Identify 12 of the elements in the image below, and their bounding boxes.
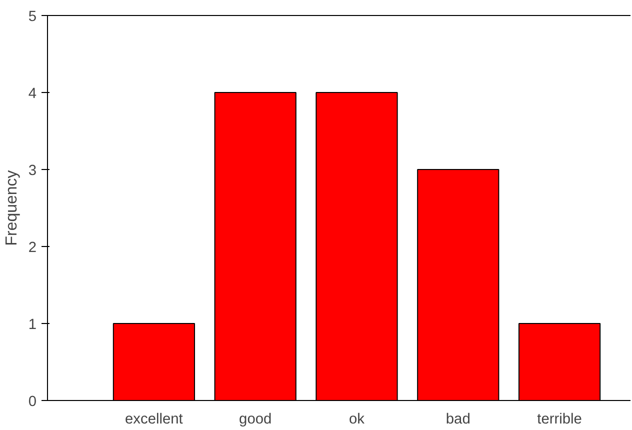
y-tick-label: 5 (28, 9, 37, 25)
y-tick-label: 4 (28, 86, 37, 102)
x-tick-label: ok (349, 412, 366, 428)
x-tick-label: terrible (537, 412, 582, 428)
y-tick-label: 1 (28, 317, 37, 333)
y-axis-title: Frequency (3, 170, 20, 246)
y-tick-label: 2 (28, 240, 37, 256)
y-tick-label: 0 (28, 394, 37, 410)
x-tick-label: good (239, 412, 272, 428)
x-tick-label: excellent (125, 412, 183, 428)
y-tick-label: 3 (28, 163, 37, 179)
x-tick-label: bad (446, 412, 470, 428)
